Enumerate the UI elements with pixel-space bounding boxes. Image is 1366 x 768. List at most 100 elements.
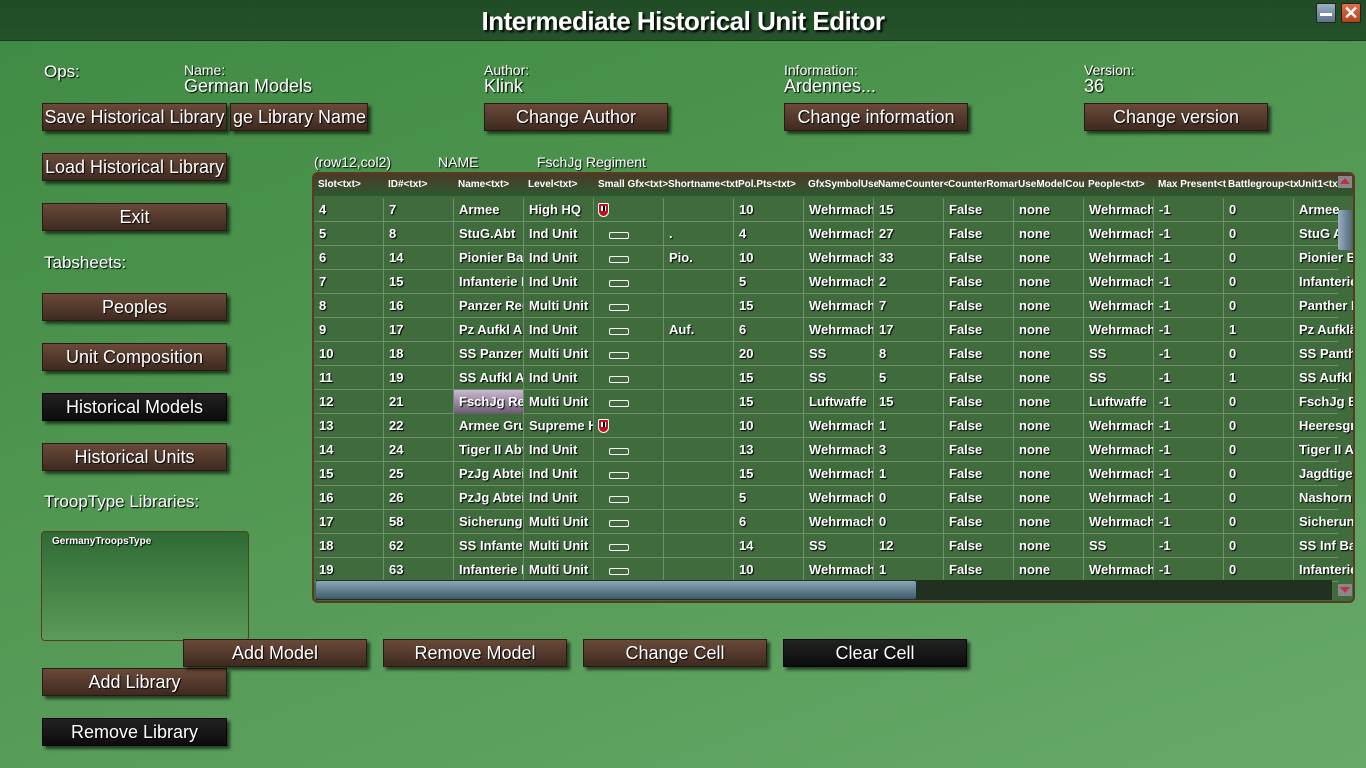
table-row[interactable]: 17 58 Sicherungs Multi Unit 6 Wehrmacht 0 False… xyxy=(314,510,1353,534)
table-cell[interactable]: SS Aufkl A xyxy=(1294,366,1353,390)
table-cell[interactable]: 6 xyxy=(314,246,384,270)
table-cell[interactable]: Pz Aufklär xyxy=(1294,318,1353,342)
table-cell[interactable]: none xyxy=(1014,438,1084,462)
table-cell[interactable]: -1 xyxy=(1154,318,1224,342)
table-cell[interactable]: 27 xyxy=(874,222,944,246)
table-cell[interactable]: Infanterie B xyxy=(454,270,524,294)
change-cell-button[interactable]: Change Cell xyxy=(583,639,767,667)
change-library-name-button[interactable]: ge Library Name xyxy=(230,103,368,131)
table-cell[interactable]: False xyxy=(944,414,1014,438)
table-cell[interactable]: . xyxy=(664,222,734,246)
table-cell[interactable]: 16 xyxy=(384,294,454,318)
table-cell[interactable]: Ind Unit xyxy=(524,486,594,510)
table-cell[interactable]: -1 xyxy=(1154,366,1224,390)
table-cell[interactable]: False xyxy=(944,366,1014,390)
table-cell[interactable]: SS Panzer xyxy=(454,342,524,366)
column-header[interactable]: Shortname<txt> xyxy=(668,179,738,190)
table-cell[interactable]: SS xyxy=(1084,342,1154,366)
table-cell[interactable]: -1 xyxy=(1154,270,1224,294)
table-row[interactable]: 7 15 Infanterie B Ind Unit 5 Wehrmacht 2 False n… xyxy=(314,270,1353,294)
table-cell[interactable]: 0 xyxy=(1224,246,1294,270)
table-cell[interactable]: 0 xyxy=(1224,414,1294,438)
column-header[interactable]: CounterRoman xyxy=(948,179,1018,190)
table-cell[interactable]: 7 xyxy=(314,270,384,294)
table-cell[interactable]: -1 xyxy=(1154,510,1224,534)
table-cell[interactable]: SS xyxy=(804,366,874,390)
table-cell[interactable]: Wehrmacht xyxy=(804,222,874,246)
table-cell[interactable]: Wehrmacht xyxy=(804,462,874,486)
table-cell[interactable]: 33 xyxy=(874,246,944,270)
table-cell[interactable]: 1 xyxy=(874,558,944,582)
table-cell[interactable]: 18 xyxy=(314,534,384,558)
table-cell[interactable]: -1 xyxy=(1154,414,1224,438)
table-cell[interactable]: Wehrmacht xyxy=(1084,486,1154,510)
table-cell[interactable]: 1 xyxy=(874,462,944,486)
table-cell[interactable] xyxy=(594,270,664,294)
table-cell[interactable]: Wehrmacht xyxy=(804,246,874,270)
tab-unit-composition[interactable]: Unit Composition xyxy=(42,343,227,371)
table-cell[interactable]: False xyxy=(944,222,1014,246)
table-cell[interactable]: 6 xyxy=(734,510,804,534)
table-cell[interactable]: Nashorn P xyxy=(1294,486,1353,510)
table-cell[interactable]: 25 xyxy=(384,462,454,486)
table-cell[interactable]: 5 xyxy=(314,222,384,246)
column-header[interactable]: UseModelCou xyxy=(1018,179,1085,190)
table-cell[interactable] xyxy=(664,510,734,534)
models-grid[interactable]: Slot<txt> ID#<txt> Name<txt> Level<txt> Smal… xyxy=(312,172,1355,603)
table-cell[interactable] xyxy=(594,558,664,582)
table-cell[interactable]: Wehrmacht xyxy=(1084,438,1154,462)
table-cell[interactable]: SS xyxy=(804,342,874,366)
table-cell[interactable]: Multi Unit xyxy=(524,294,594,318)
table-cell[interactable]: Tiger II Ab xyxy=(1294,438,1353,462)
exit-button[interactable]: Exit xyxy=(42,203,227,231)
change-information-button[interactable]: Change information xyxy=(784,103,968,131)
table-cell[interactable]: False xyxy=(944,534,1014,558)
table-cell[interactable] xyxy=(664,534,734,558)
table-cell[interactable]: none xyxy=(1014,198,1084,222)
table-cell[interactable]: -1 xyxy=(1154,390,1224,414)
table-cell[interactable]: Wehrmacht xyxy=(804,558,874,582)
column-header[interactable]: Name<txt> xyxy=(458,179,510,190)
table-cell[interactable]: 10 xyxy=(734,414,804,438)
table-cell[interactable]: none xyxy=(1014,558,1084,582)
table-cell[interactable]: Sicherungs xyxy=(454,510,524,534)
table-cell[interactable]: Pio. xyxy=(664,246,734,270)
table-cell[interactable] xyxy=(594,198,664,222)
table-cell[interactable]: 8 xyxy=(384,222,454,246)
table-cell[interactable]: Auf. xyxy=(664,318,734,342)
table-cell[interactable] xyxy=(664,294,734,318)
table-cell[interactable]: Panzer Reg xyxy=(454,294,524,318)
table-cell[interactable]: 1 xyxy=(874,414,944,438)
table-cell[interactable]: 13 xyxy=(314,414,384,438)
table-cell[interactable] xyxy=(594,486,664,510)
table-cell[interactable]: 1 xyxy=(1224,318,1294,342)
tab-peoples[interactable]: Peoples xyxy=(42,293,227,321)
table-cell[interactable]: 21 xyxy=(384,390,454,414)
table-cell[interactable]: none xyxy=(1014,246,1084,270)
column-header[interactable]: Slot<txt> xyxy=(318,179,361,190)
table-cell[interactable]: none xyxy=(1014,462,1084,486)
add-model-button[interactable]: Add Model xyxy=(183,639,367,667)
table-cell[interactable]: Pionier Bat xyxy=(454,246,524,270)
table-row[interactable]: 9 17 Pz Aufkl Ab Ind Unit Auf. 6 Wehrmacht 17 Fa… xyxy=(314,318,1353,342)
table-cell[interactable]: 26 xyxy=(384,486,454,510)
table-cell[interactable]: Tiger II Abt xyxy=(454,438,524,462)
table-cell[interactable] xyxy=(664,270,734,294)
table-cell[interactable]: Wehrmacht xyxy=(1084,246,1154,270)
table-cell[interactable] xyxy=(664,198,734,222)
table-row[interactable]: 15 25 PzJg Abteil Ind Unit 15 Wehrmacht 1 False… xyxy=(314,462,1353,486)
table-cell[interactable]: 12 xyxy=(314,390,384,414)
table-cell[interactable]: Wehrmacht xyxy=(1084,510,1154,534)
table-cell[interactable]: False xyxy=(944,270,1014,294)
table-cell[interactable]: 0 xyxy=(1224,270,1294,294)
change-version-button[interactable]: Change version xyxy=(1084,103,1268,131)
scroll-down-icon[interactable] xyxy=(1338,584,1352,596)
table-cell[interactable]: 17 xyxy=(384,318,454,342)
table-cell[interactable]: none xyxy=(1014,222,1084,246)
table-cell[interactable]: Luftwaffe xyxy=(1084,390,1154,414)
table-cell[interactable] xyxy=(594,534,664,558)
table-cell[interactable]: 13 xyxy=(734,438,804,462)
table-cell[interactable] xyxy=(594,510,664,534)
table-cell[interactable]: False xyxy=(944,390,1014,414)
table-cell[interactable]: 5 xyxy=(734,486,804,510)
